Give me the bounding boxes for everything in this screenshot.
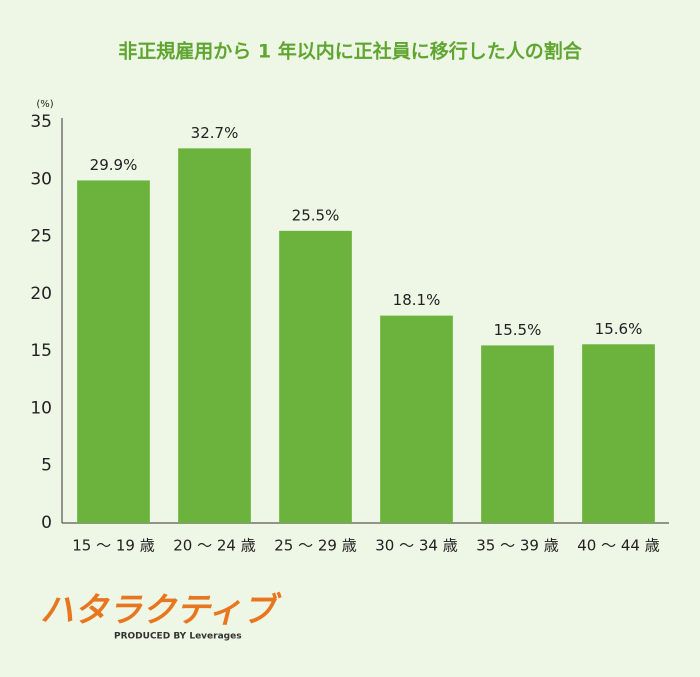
y-tick-label: 35: [30, 112, 52, 132]
bar: [380, 315, 453, 523]
x-tick-label: 15 ～ 19 歳: [72, 537, 154, 555]
y-tick-label: 25: [30, 227, 52, 247]
value-label: 25.5%: [292, 206, 340, 224]
bar: [582, 344, 655, 523]
logo-name: ハタラクティブ: [40, 591, 282, 631]
bar: [279, 230, 352, 524]
y-tick-label: 30: [30, 169, 52, 189]
y-axis-label: (%): [36, 99, 53, 110]
value-label: 29.9%: [90, 156, 138, 174]
value-label: 32.7%: [191, 124, 239, 142]
x-tick-label: 40 ～ 44 歳: [577, 537, 659, 555]
x-tick-label: 25 ～ 29 歳: [274, 537, 356, 555]
value-label: 15.5%: [494, 321, 542, 339]
y-tick-label: 15: [30, 341, 52, 361]
logo-tagline: PRODUCED BY Leverages: [114, 632, 242, 642]
bar: [481, 345, 554, 523]
x-tick-label: 30 ～ 34 歳: [375, 537, 457, 555]
bar: [77, 180, 150, 523]
y-tick-label: 5: [41, 456, 52, 476]
y-tick-label: 0: [41, 513, 52, 533]
value-label: 18.1%: [393, 291, 441, 309]
y-tick-label: 10: [30, 398, 52, 418]
bar: [178, 148, 251, 523]
value-label: 15.6%: [595, 320, 643, 338]
y-tick-label: 20: [30, 284, 52, 304]
x-tick-label: 35 ～ 39 歳: [476, 537, 558, 555]
chart-title: 非正規雇用から 1 年以内に正社員に移行した人の割合: [118, 40, 582, 63]
x-tick-label: 20 ～ 24 歳: [173, 537, 255, 555]
